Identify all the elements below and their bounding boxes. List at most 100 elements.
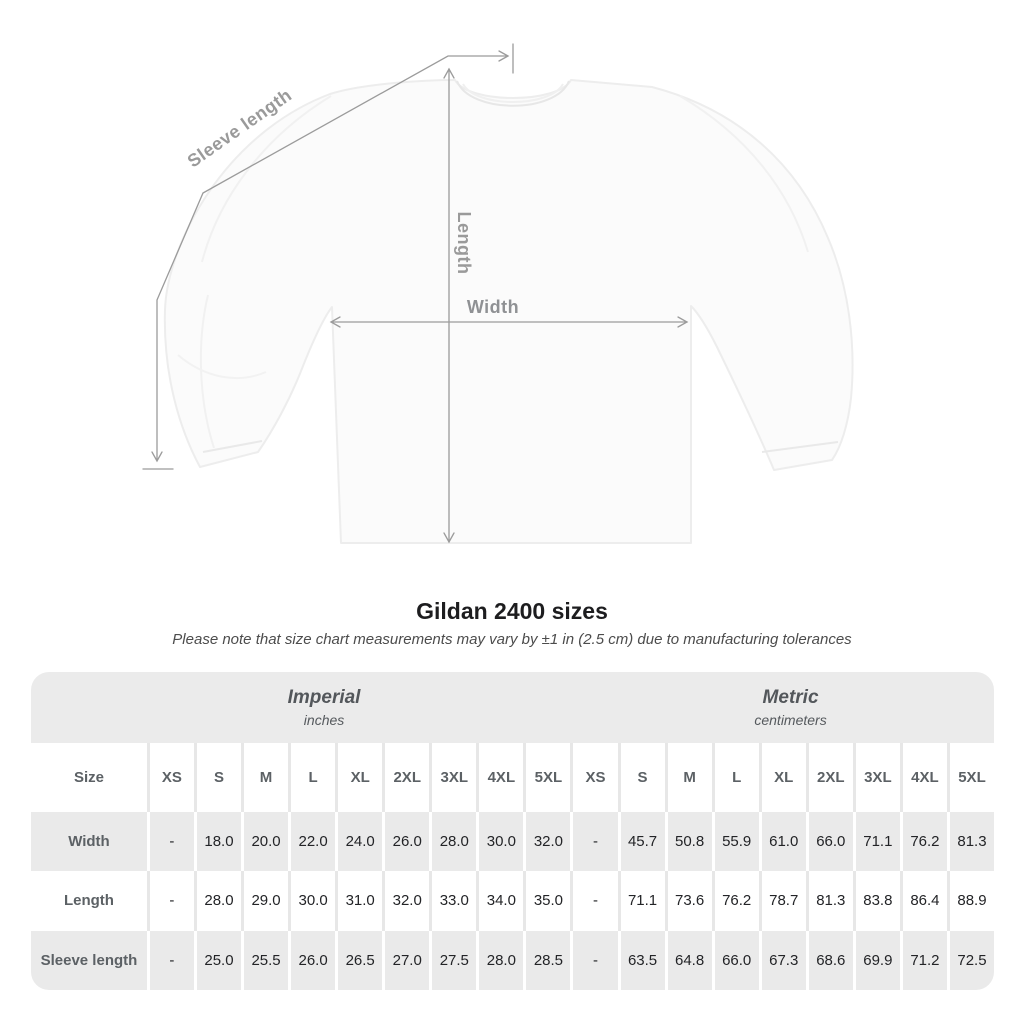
shirt-illustration: Sleeve length Length Width	[142, 43, 854, 544]
arrow-down-icon	[151, 451, 163, 463]
table-cell: 73.6	[664, 871, 712, 931]
col-header-metric-4xl: 4XL	[899, 743, 947, 812]
table-cell: 66.0	[711, 930, 759, 990]
table-cell: 18.0	[193, 812, 241, 872]
table-cell: 22.0	[288, 812, 335, 872]
table-cell: 28.0	[429, 812, 476, 872]
table-cell: -	[146, 930, 194, 990]
table-cell: 68.6	[805, 930, 853, 990]
collar-ribbing-line	[456, 80, 570, 107]
table-cell: 86.4	[899, 871, 947, 931]
col-header-metric-s: S	[617, 743, 665, 812]
row-label-width: Width	[68, 833, 110, 851]
col-header-metric-5xl: 5XL	[946, 743, 994, 812]
table-cell: 30.0	[288, 871, 335, 931]
arrow-left-icon	[329, 316, 341, 328]
table-cell: 71.1	[617, 871, 665, 931]
table-cell: 25.0	[193, 930, 241, 990]
table-cell: 81.3	[946, 812, 994, 872]
left-elbow-fold	[177, 354, 267, 379]
col-header-imperial-l: L	[288, 743, 335, 812]
table-row-length: Length - 28.0 29.0 30.0 31.0 32.0 33.0 3…	[31, 871, 994, 931]
col-header-imperial-m: M	[241, 743, 288, 812]
table-cell: 31.0	[335, 871, 382, 931]
table-row-width: Width - 18.0 20.0 22.0 24.0 26.0 28.0 30…	[31, 812, 994, 872]
table-cell: 28.5	[523, 930, 570, 990]
arrow-right-icon	[498, 50, 510, 62]
table-cell: 66.0	[805, 812, 853, 872]
table-cell: 26.5	[335, 930, 382, 990]
sleeve-length-measure	[142, 43, 514, 470]
table-cell: 81.3	[805, 871, 853, 931]
width-measure	[329, 316, 689, 328]
table-cell: 76.2	[899, 812, 947, 872]
table-cell: 27.5	[429, 930, 476, 990]
page-title: Gildan 2400 sizes	[416, 598, 608, 624]
col-header-imperial-4xl: 4XL	[476, 743, 523, 812]
table-cell: 61.0	[758, 812, 806, 872]
table-cell: 28.0	[476, 930, 523, 990]
table-cell: -	[570, 930, 617, 990]
unit-group-band: Imperial inches Metric centimeters	[31, 672, 994, 743]
right-sleeve-crease	[679, 95, 809, 253]
row-label-length: Length	[63, 892, 114, 910]
imperial-unit: inches	[303, 712, 345, 728]
table-cell: 76.2	[711, 871, 759, 931]
table-cell: 29.0	[241, 871, 288, 931]
table-cell: 64.8	[664, 930, 712, 990]
left-cuff-seam	[202, 440, 263, 453]
arrow-right-icon	[677, 316, 689, 328]
table-cell: 71.1	[852, 812, 900, 872]
col-header-imperial-s: S	[193, 743, 241, 812]
col-header-imperial-xl: XL	[335, 743, 382, 812]
col-header-imperial-xs: XS	[146, 743, 194, 812]
size-corner-header: Size	[73, 769, 104, 786]
left-forearm-crease	[199, 294, 215, 449]
table-cell: -	[146, 871, 194, 931]
table-cell: 32.0	[523, 812, 570, 872]
table-cell: 50.8	[664, 812, 712, 872]
metric-group-header: Metric centimeters	[587, 672, 994, 743]
metric-unit: centimeters	[754, 712, 827, 728]
size-table: Imperial inches Metric centimeters Size …	[31, 672, 994, 990]
table-cell: 78.7	[758, 871, 806, 931]
tolerance-note: Please note that size chart measurements…	[172, 631, 852, 648]
col-header-metric-xl: XL	[758, 743, 806, 812]
col-header-metric-3xl: 3XL	[852, 743, 900, 812]
col-header-imperial-3xl: 3XL	[429, 743, 476, 812]
col-header-metric-l: L	[711, 743, 759, 812]
table-cell: 27.0	[382, 930, 429, 990]
table-cell: 24.0	[335, 812, 382, 872]
table-cell: -	[570, 871, 617, 931]
table-cell: 45.7	[617, 812, 665, 872]
col-header-imperial-2xl: 2XL	[382, 743, 429, 812]
table-cell: 32.0	[382, 871, 429, 931]
table-cell: 20.0	[241, 812, 288, 872]
length-label: Length	[454, 212, 474, 275]
table-cell: 25.5	[241, 930, 288, 990]
sleeve-length-line	[156, 55, 508, 461]
size-header-row: Size XS S M L XL 2XL 3XL 4XL 5XL XS S M …	[31, 743, 994, 812]
width-label: Width	[467, 297, 519, 317]
imperial-title: Imperial	[287, 687, 361, 708]
arrow-down-icon	[443, 532, 455, 544]
col-header-metric-m: M	[664, 743, 712, 812]
right-cuff-seam	[761, 441, 839, 453]
metric-title: Metric	[762, 687, 819, 708]
imperial-group-header: Imperial inches	[31, 672, 587, 743]
col-header-metric-2xl: 2XL	[805, 743, 853, 812]
table-row-sleeve-length: Sleeve length - 25.0 25.5 26.0 26.5 27.0…	[31, 930, 994, 990]
table-cell: 71.2	[899, 930, 947, 990]
table-cell: 63.5	[617, 930, 665, 990]
table-cell: -	[570, 812, 617, 872]
table-cell: 30.0	[476, 812, 523, 872]
table-cell: 33.0	[429, 871, 476, 931]
table-cell: -	[146, 812, 194, 872]
table-cell: 88.9	[946, 871, 994, 931]
table-cell: 28.0	[193, 871, 241, 931]
table-cell: 72.5	[946, 930, 994, 990]
table-cell: 26.0	[382, 812, 429, 872]
arrow-up-icon	[443, 67, 455, 79]
row-label-sleeve-length: Sleeve length	[40, 951, 138, 969]
